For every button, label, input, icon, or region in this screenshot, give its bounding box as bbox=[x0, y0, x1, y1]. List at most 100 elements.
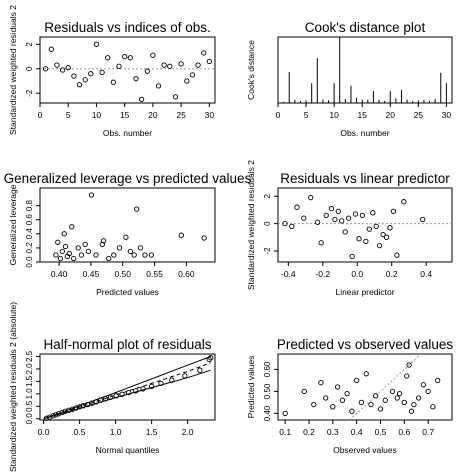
x-tick-label: 10 bbox=[329, 110, 339, 120]
data-point bbox=[356, 236, 362, 242]
x-tick-label: 15 bbox=[120, 110, 130, 120]
data-point bbox=[59, 67, 66, 73]
plot-frame bbox=[39, 353, 216, 421]
y-axis-label: Generalized leverage bbox=[8, 184, 18, 265]
x-axis-label: Obs. number bbox=[103, 128, 152, 138]
data-point bbox=[308, 194, 314, 201]
data-point bbox=[88, 192, 95, 198]
x-tick-label: 0.45 bbox=[83, 269, 100, 279]
x-tick-label: 0 bbox=[276, 110, 281, 120]
data-point bbox=[122, 53, 128, 60]
data-point bbox=[82, 77, 88, 83]
x-tick-label: 0.2 bbox=[303, 427, 315, 437]
x-tick-label: 0.0 bbox=[351, 269, 363, 279]
data-point bbox=[377, 406, 384, 412]
y-tick-label: 0.4 bbox=[25, 228, 34, 240]
data-point bbox=[323, 395, 329, 401]
data-point bbox=[363, 238, 369, 245]
envelope-line bbox=[43, 356, 211, 420]
data-point bbox=[144, 68, 150, 74]
data-point bbox=[363, 371, 369, 377]
data-point bbox=[42, 66, 49, 72]
data-point bbox=[201, 235, 207, 241]
x-tick-label: 10 bbox=[92, 110, 102, 120]
data-point bbox=[358, 399, 365, 406]
x-axis-label: Normal quantiles bbox=[96, 445, 160, 455]
data-point bbox=[178, 232, 184, 238]
data-point bbox=[57, 255, 64, 262]
x-tick-label: 0.4 bbox=[351, 427, 363, 437]
x-tick-label: -0.4 bbox=[281, 269, 296, 279]
data-point bbox=[65, 64, 71, 71]
y-tick-label: 0.50 bbox=[263, 383, 272, 399]
data-point bbox=[189, 72, 196, 78]
data-point bbox=[387, 225, 393, 231]
data-point bbox=[148, 383, 155, 390]
data-point bbox=[394, 395, 400, 401]
data-point bbox=[75, 245, 81, 251]
data-point bbox=[113, 393, 119, 399]
x-tick-label: 0.1 bbox=[279, 427, 291, 437]
x-tick-label: 5 bbox=[304, 110, 309, 120]
data-point bbox=[55, 239, 61, 245]
panel-4: Residuals vs linear predictor -0.4 -0.2 0.0… bbox=[246, 160, 453, 297]
panel-3: Generalized leverage vs predicted values… bbox=[4, 171, 252, 297]
data-point bbox=[102, 396, 109, 402]
plot-frame bbox=[277, 187, 453, 263]
data-point bbox=[127, 248, 134, 255]
data-point bbox=[352, 211, 359, 217]
y-tick-label: -2 bbox=[25, 89, 34, 97]
x-tick-label: 0.50 bbox=[114, 269, 131, 279]
x-tick-label: 0.4 bbox=[420, 269, 432, 279]
x-axis-label: Obs. number bbox=[340, 128, 389, 138]
data-point bbox=[172, 94, 179, 100]
data-point bbox=[178, 61, 184, 67]
y-tick-label: 0.5 bbox=[25, 400, 34, 412]
data-point bbox=[195, 62, 201, 68]
data-point bbox=[404, 373, 410, 379]
data-point bbox=[335, 208, 341, 214]
data-point bbox=[119, 391, 125, 397]
y-tick-label: 2.5 bbox=[25, 350, 34, 362]
data-point bbox=[314, 219, 321, 225]
data-point bbox=[359, 212, 366, 219]
x-tick-label: 15 bbox=[357, 110, 367, 120]
panel-2: Cook's distance plot 0 5 10 15 20 25 30 Obs. num… bbox=[246, 20, 453, 138]
y-tick-label: 2 bbox=[25, 42, 34, 47]
data-point bbox=[134, 206, 140, 212]
x-tick-label: 0.0 bbox=[38, 427, 50, 437]
x-tick-label: 30 bbox=[205, 110, 215, 120]
data-point bbox=[201, 50, 207, 56]
data-point bbox=[430, 404, 436, 410]
data-point bbox=[85, 248, 92, 255]
data-point bbox=[282, 410, 288, 417]
data-point bbox=[301, 388, 307, 395]
plot-frame bbox=[277, 353, 453, 421]
data-point bbox=[328, 205, 335, 212]
data-point bbox=[408, 408, 415, 414]
data-point bbox=[99, 241, 106, 248]
panel-6: Predicted vs observed values 0.1 0.2 0.3 0.4… bbox=[246, 337, 453, 455]
y-tick-label: 2.0 bbox=[25, 363, 34, 375]
data-point bbox=[88, 71, 94, 77]
data-point bbox=[71, 73, 77, 79]
x-tick-label: 1.0 bbox=[110, 427, 122, 437]
envelope-line bbox=[43, 369, 211, 420]
data-point bbox=[158, 380, 164, 387]
x-tick-label: 5 bbox=[66, 110, 71, 120]
x-tick-label: 0.60 bbox=[178, 269, 195, 279]
data-point bbox=[415, 395, 422, 401]
data-point bbox=[110, 79, 117, 85]
data-point bbox=[318, 240, 324, 246]
y-axis-label: Standardized weighted residuals 2 (absol… bbox=[8, 302, 18, 472]
data-point bbox=[376, 242, 383, 249]
x-tick-label: 0.40 bbox=[51, 269, 68, 279]
x-tick-label: 0.6 bbox=[398, 427, 410, 437]
data-point bbox=[76, 404, 83, 410]
y-tick-label: 1.0 bbox=[25, 388, 34, 400]
data-point bbox=[339, 397, 346, 403]
data-point bbox=[62, 408, 68, 414]
data-point bbox=[61, 231, 67, 237]
data-point bbox=[93, 41, 100, 47]
